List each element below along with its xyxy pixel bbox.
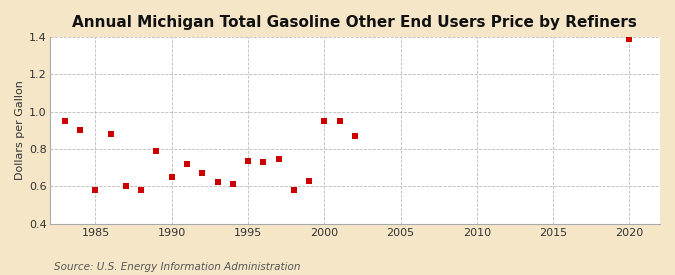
Point	[105, 132, 116, 136]
Y-axis label: Dollars per Gallon: Dollars per Gallon	[15, 80, 25, 180]
Title: Annual Michigan Total Gasoline Other End Users Price by Refiners: Annual Michigan Total Gasoline Other End…	[72, 15, 637, 30]
Point	[258, 160, 269, 164]
Point	[319, 119, 329, 123]
Point	[624, 37, 635, 41]
Point	[90, 188, 101, 192]
Point	[212, 180, 223, 185]
Point	[273, 156, 284, 161]
Text: Source: U.S. Energy Information Administration: Source: U.S. Energy Information Administ…	[54, 262, 300, 272]
Point	[151, 149, 162, 153]
Point	[197, 171, 208, 175]
Point	[75, 128, 86, 132]
Point	[59, 119, 70, 123]
Point	[242, 159, 253, 163]
Point	[227, 182, 238, 186]
Point	[334, 119, 345, 123]
Point	[166, 175, 177, 179]
Point	[121, 184, 132, 188]
Point	[304, 178, 315, 183]
Point	[136, 187, 146, 192]
Point	[288, 188, 299, 192]
Point	[350, 133, 360, 138]
Point	[182, 162, 192, 166]
